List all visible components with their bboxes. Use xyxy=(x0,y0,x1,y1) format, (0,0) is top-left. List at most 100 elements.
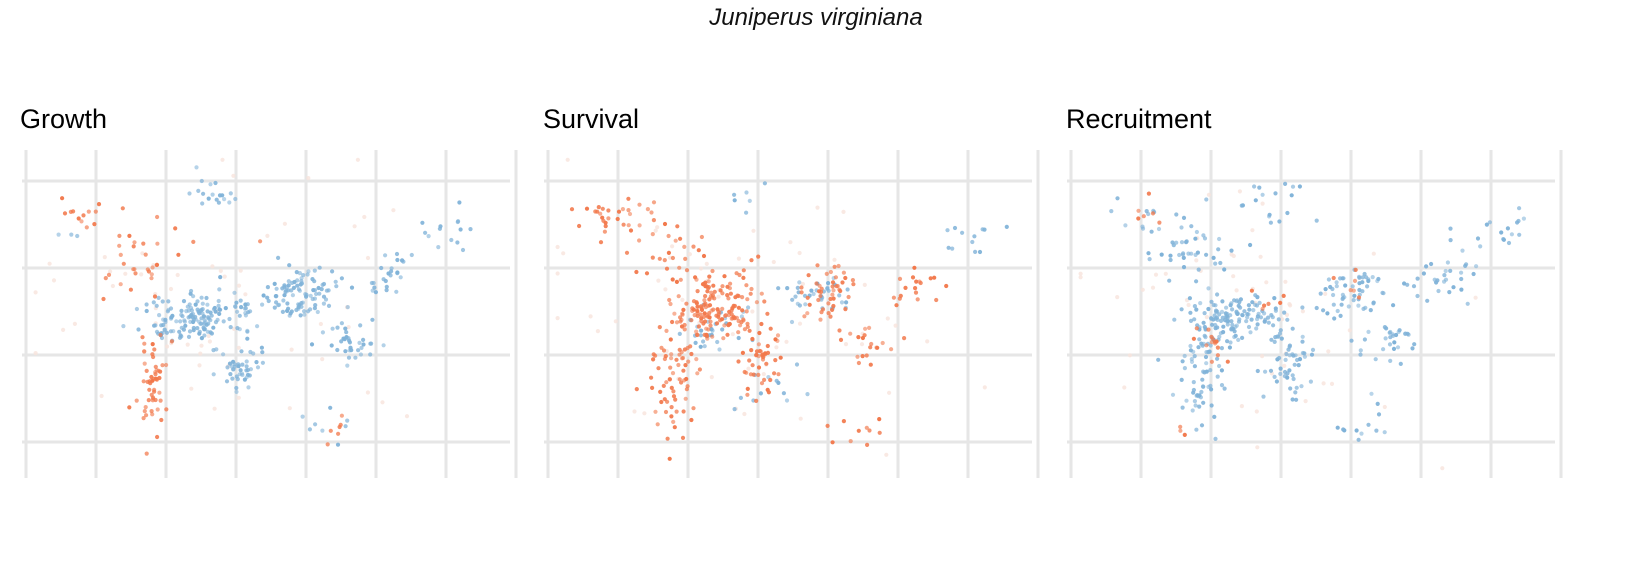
data-point-positive xyxy=(1371,301,1376,306)
data-point-negative xyxy=(738,323,743,328)
data-point-positive xyxy=(797,280,802,285)
data-point-positive xyxy=(248,309,253,314)
data-point-positive xyxy=(720,327,725,332)
data-point-positive xyxy=(181,299,187,304)
data-point-positive xyxy=(1198,395,1203,400)
data-point-positive xyxy=(811,291,816,297)
data-point-negative xyxy=(670,277,675,282)
data-point-positive xyxy=(1202,311,1207,316)
data-point-neutral xyxy=(1234,288,1239,293)
data-point-positive xyxy=(982,227,987,232)
data-point-positive xyxy=(216,200,221,205)
data-point-positive xyxy=(314,291,319,297)
data-point-positive xyxy=(1170,240,1175,245)
data-point-positive xyxy=(231,359,236,364)
data-point-negative xyxy=(773,358,778,363)
data-point-positive xyxy=(239,305,244,310)
data-point-positive xyxy=(1180,359,1185,364)
data-point-positive xyxy=(178,319,183,324)
data-point-positive xyxy=(260,302,265,307)
data-point-negative xyxy=(664,266,670,271)
data-point-positive xyxy=(1156,226,1162,232)
data-point-neutral xyxy=(771,259,776,265)
data-point-neutral xyxy=(318,321,323,327)
data-point-neutral xyxy=(761,372,766,377)
data-point-positive xyxy=(189,308,194,313)
data-point-negative xyxy=(651,200,657,205)
data-point-positive xyxy=(1234,299,1239,304)
data-point-positive xyxy=(309,342,315,347)
data-point-negative xyxy=(601,218,606,223)
data-point-positive xyxy=(291,285,296,290)
data-point-negative xyxy=(684,387,690,392)
data-point-positive xyxy=(303,292,308,297)
data-point-negative xyxy=(143,252,148,257)
data-point-positive xyxy=(306,269,311,274)
data-point-negative xyxy=(147,379,152,384)
data-point-negative xyxy=(701,253,707,259)
data-point-positive xyxy=(343,349,348,354)
data-point-neutral xyxy=(33,351,38,356)
data-point-negative xyxy=(776,372,781,377)
data-point-negative xyxy=(616,209,622,214)
data-point-positive xyxy=(1263,369,1268,374)
data-point-positive xyxy=(977,249,983,255)
data-point-positive xyxy=(255,365,261,370)
data-point-positive xyxy=(717,347,722,352)
data-point-positive xyxy=(1188,310,1193,315)
data-point-positive xyxy=(347,338,352,343)
data-point-positive xyxy=(1199,423,1205,428)
data-point-negative xyxy=(735,293,740,298)
data-point-negative xyxy=(830,284,835,289)
data-point-negative xyxy=(806,273,811,278)
data-point-positive xyxy=(1328,284,1333,290)
data-point-negative xyxy=(846,294,851,300)
data-point-positive xyxy=(200,301,205,306)
data-point-positive xyxy=(1179,225,1184,230)
data-point-negative xyxy=(668,365,673,370)
data-point-positive xyxy=(1282,374,1287,379)
data-point-negative xyxy=(757,330,762,336)
data-point-negative xyxy=(685,345,690,351)
data-point-negative xyxy=(714,321,720,326)
data-point-positive xyxy=(1366,278,1371,284)
data-point-positive xyxy=(206,196,211,201)
data-point-negative xyxy=(686,359,691,364)
data-point-positive xyxy=(1357,275,1362,280)
data-point-positive xyxy=(228,191,233,196)
data-point-negative xyxy=(96,202,102,207)
data-point-positive xyxy=(1219,383,1225,388)
data-point-positive xyxy=(245,372,251,377)
data-point-positive xyxy=(1146,251,1151,256)
data-point-positive xyxy=(1300,350,1305,356)
data-point-positive xyxy=(1004,224,1009,229)
data-point-negative xyxy=(722,323,727,328)
data-point-neutral xyxy=(110,283,115,289)
data-point-negative xyxy=(142,361,147,366)
data-point-positive xyxy=(266,298,271,304)
data-point-positive xyxy=(839,300,845,305)
data-point-negative xyxy=(669,352,674,357)
data-point-positive xyxy=(698,344,703,349)
data-point-positive xyxy=(339,276,344,281)
data-point-positive xyxy=(1278,328,1283,333)
data-point-negative xyxy=(749,258,754,263)
data-point-positive xyxy=(1233,324,1238,329)
data-point-negative xyxy=(155,241,160,246)
data-point-negative xyxy=(127,405,132,410)
data-point-positive xyxy=(1192,317,1197,322)
data-point-negative xyxy=(131,267,136,272)
data-point-positive xyxy=(972,234,977,239)
data-point-negative xyxy=(664,328,669,333)
data-point-positive xyxy=(214,197,219,202)
data-point-negative xyxy=(765,350,771,355)
data-point-negative xyxy=(150,412,155,417)
data-point-positive xyxy=(1224,313,1229,318)
data-point-positive xyxy=(1308,379,1313,384)
data-point-positive xyxy=(809,288,814,293)
data-point-neutral xyxy=(1150,285,1156,290)
data-point-negative xyxy=(875,345,880,350)
data-point-positive xyxy=(213,180,218,186)
data-point-negative xyxy=(150,342,155,347)
data-point-negative xyxy=(745,324,750,329)
